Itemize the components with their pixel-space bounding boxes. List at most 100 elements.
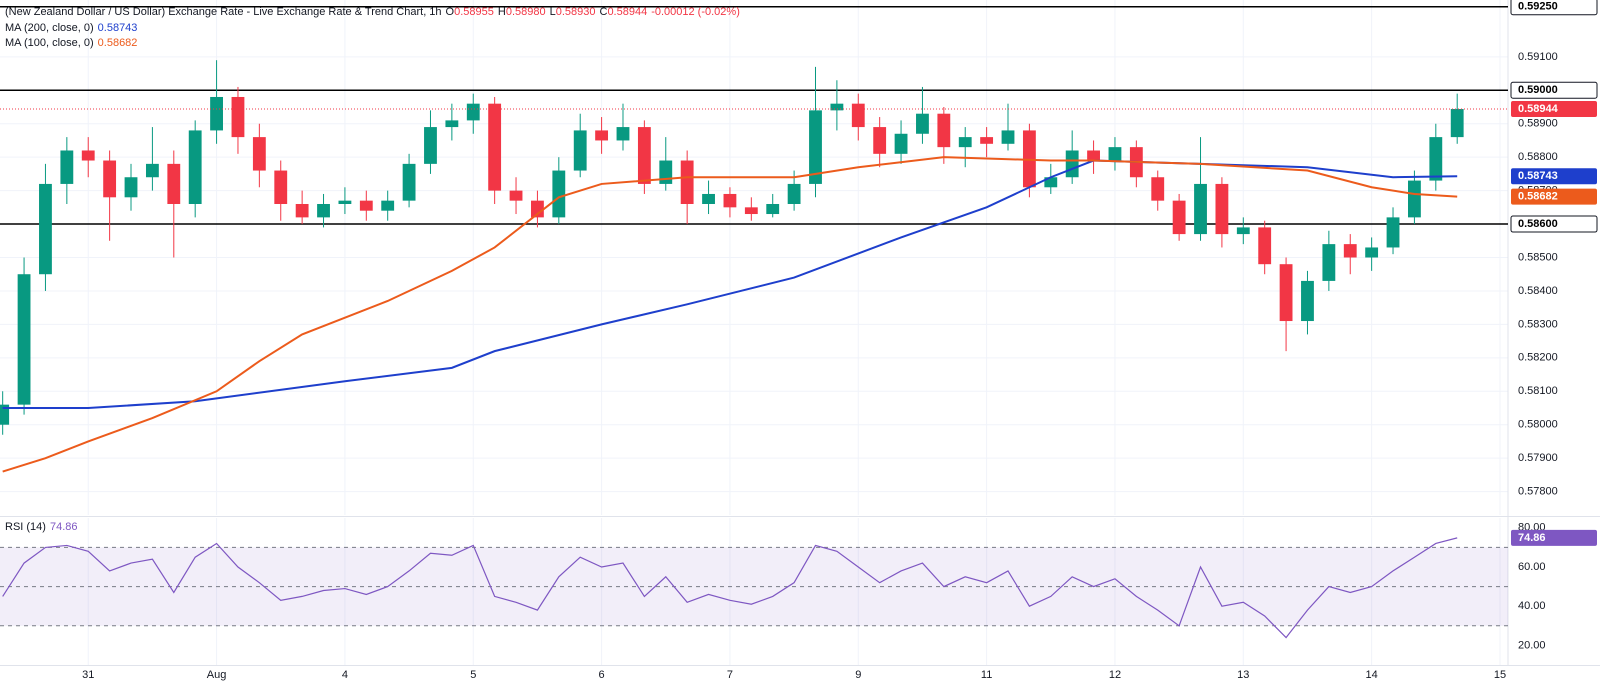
- candle-body: [1172, 200, 1186, 235]
- candle-body: [39, 183, 52, 275]
- candle-body: [1065, 150, 1079, 178]
- candle-body: [851, 103, 865, 128]
- x-tick-label: 11: [981, 669, 992, 681]
- x-tick-label: 7: [727, 669, 733, 681]
- candle-body: [295, 203, 309, 218]
- rsi-tick-label: 40.00: [1518, 600, 1546, 612]
- candle-body: [274, 170, 288, 204]
- candle-body: [702, 193, 715, 204]
- x-tick-label: 31: [82, 669, 94, 681]
- candle-body: [1301, 280, 1314, 322]
- x-tick-label: Aug: [207, 669, 227, 681]
- candle-body: [1408, 180, 1421, 218]
- legend-ma200: MA (200, close, 0) 0.58743: [5, 22, 141, 34]
- candle-body: [787, 183, 801, 204]
- rsi-name: RSI (14): [5, 521, 46, 533]
- candle-body: [445, 120, 459, 128]
- rsi-badge-label: 74.86: [1518, 532, 1546, 544]
- chart-title: (New Zealand Dollar / US Dollar) Exchang…: [5, 6, 442, 18]
- ma-name: MA (200, close, 0): [5, 22, 94, 34]
- ohlc-value: 0.58944: [607, 6, 648, 18]
- ohlc-value: 0.58955: [454, 6, 494, 18]
- y-tick-label: 0.57900: [1518, 452, 1558, 464]
- candle-body: [1236, 227, 1250, 235]
- candle-body: [317, 203, 330, 218]
- ma-badge-label: 0.58743: [1518, 170, 1558, 182]
- candle-body: [616, 127, 630, 141]
- candle-body: [60, 150, 74, 184]
- candle-body: [1258, 227, 1272, 265]
- header: (New Zealand Dollar / US Dollar) Exchang…: [5, 6, 744, 18]
- last-price-badge-label: 0.58944: [1518, 103, 1559, 115]
- moving-average: [2, 159, 1458, 409]
- candle-body: [359, 200, 373, 211]
- candle-body: [595, 130, 609, 141]
- candle-body: [1001, 130, 1015, 144]
- ohlc-key: O: [445, 6, 455, 18]
- rsi-tick-label: 60.00: [1518, 561, 1546, 573]
- candle-body: [552, 170, 566, 218]
- ohlc-value: 0.58930: [555, 6, 596, 18]
- ohlc-key: H: [497, 6, 506, 18]
- x-tick-label: 12: [1109, 669, 1121, 681]
- x-tick-label: 14: [1366, 669, 1378, 681]
- candle-body: [402, 163, 416, 201]
- ma-value: 0.58743: [97, 22, 138, 34]
- candle-body: [766, 203, 780, 215]
- ohlc-value: 0.58980: [505, 6, 546, 18]
- candle-body: [1429, 137, 1443, 181]
- ma-badge-label: 0.58682: [1518, 191, 1558, 203]
- ma-value: 0.58682: [97, 37, 138, 49]
- level-badge-label: 0.59000: [1518, 84, 1558, 96]
- candle-body: [381, 200, 395, 211]
- candle-body: [252, 137, 266, 171]
- moving-average: [2, 156, 1458, 473]
- x-tick-label: 6: [599, 669, 605, 681]
- x-tick-label: 5: [470, 669, 476, 681]
- candle-body: [1194, 183, 1207, 235]
- candle-body: [1386, 217, 1400, 248]
- candle-body: [1215, 183, 1229, 235]
- candle-body: [210, 96, 223, 131]
- candle-body: [573, 130, 587, 171]
- candle-body: [1322, 244, 1336, 281]
- rsi-tick-label: 20.00: [1518, 639, 1546, 651]
- candle-body: [1044, 177, 1058, 188]
- candle-body: [488, 103, 502, 191]
- x-tick-label: 9: [855, 669, 861, 681]
- legend-rsi: RSI (14) 74.86: [5, 521, 82, 533]
- level-badge-label: 0.59250: [1518, 1, 1558, 13]
- candle-body: [188, 130, 202, 204]
- candle-body: [1365, 247, 1379, 258]
- y-tick-label: 0.58100: [1518, 385, 1558, 397]
- candle-body: [744, 207, 758, 215]
- rsi-line: [2, 537, 1458, 639]
- candle-body: [1108, 147, 1122, 161]
- legend-ma100: MA (100, close, 0) 0.58682: [5, 37, 141, 49]
- candle-body: [17, 274, 31, 405]
- change: -0.00012 (-0.02%): [651, 6, 740, 18]
- rsi-badge: [1511, 529, 1597, 546]
- candle-body: [531, 200, 544, 218]
- y-tick-label: 0.58200: [1518, 352, 1558, 364]
- candle-body: [1343, 244, 1357, 258]
- candle-body: [103, 160, 117, 198]
- x-tick-label: 15: [1494, 669, 1506, 681]
- y-tick-label: 0.59100: [1518, 51, 1558, 63]
- candle-body: [1151, 177, 1165, 201]
- ohlc-key: L: [549, 6, 556, 18]
- y-tick-label: 0.58900: [1518, 118, 1558, 130]
- candle-body: [980, 137, 994, 144]
- candle-body: [723, 193, 737, 208]
- candle-body: [1279, 264, 1293, 322]
- candle-body: [124, 177, 138, 198]
- candle-body: [873, 127, 887, 154]
- ma-badge: [1511, 168, 1597, 185]
- level-badge: [1510, 215, 1598, 233]
- y-tick-label: 0.58400: [1518, 285, 1558, 297]
- candle-body: [958, 137, 972, 148]
- candle-body: [466, 103, 480, 121]
- level-badge-label: 0.58600: [1518, 218, 1558, 230]
- level-badge: [1510, 81, 1598, 99]
- candle-body: [1087, 150, 1100, 161]
